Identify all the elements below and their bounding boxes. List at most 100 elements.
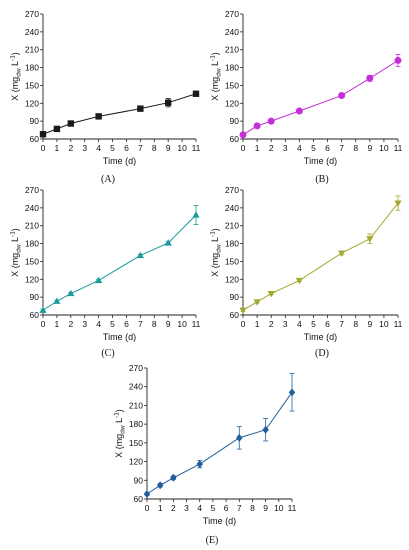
data-point [338, 250, 346, 257]
x-axis-label: Time (d) [304, 332, 337, 342]
x-tick-label: 7 [339, 319, 344, 329]
x-tick-label: 11 [394, 143, 403, 153]
panel-label: (E) [206, 535, 219, 546]
x-tick-label: 5 [311, 319, 316, 329]
y-tick-label: 240 [225, 27, 239, 37]
x-tick-label: 3 [283, 319, 288, 329]
y-tick-label: 240 [25, 203, 39, 213]
y-tick-label: 60 [230, 134, 240, 144]
data-point [196, 460, 203, 469]
x-tick-label: 4 [297, 319, 302, 329]
y-tick-label: 90 [230, 116, 240, 126]
data-point [236, 433, 243, 442]
y-tick-label: 120 [25, 98, 39, 108]
data-point [137, 105, 144, 112]
y-tick-label: 150 [129, 438, 143, 448]
data-point [192, 211, 200, 218]
data-point [394, 56, 402, 64]
chart-panel-0: 60 90 120 150 180 210 240 270 0 1 2 3 4 5 6 7 8 9 10 11 Time… [10, 9, 201, 185]
y-axis-label: X (mgdw L-1) [114, 409, 127, 458]
x-tick-label: 11 [192, 319, 201, 329]
x-tick-label: 2 [269, 143, 274, 153]
x-tick-label: 1 [158, 503, 163, 513]
x-tick-label: 5 [311, 143, 316, 153]
x-tick-label: 0 [145, 503, 150, 513]
y-tick-label: 60 [134, 494, 144, 504]
data-point [295, 277, 303, 285]
data-point [366, 236, 374, 243]
data-point [164, 239, 172, 246]
data-point [136, 251, 144, 259]
x-tick-label: 10 [379, 143, 389, 153]
panel-label: (C) [101, 348, 114, 359]
y-tick-label: 270 [225, 9, 239, 19]
data-point [267, 290, 275, 298]
y-axis-label: X (mgdw L-1) [10, 228, 23, 277]
y-tick-label: 180 [129, 419, 143, 429]
data-point [253, 122, 261, 130]
panel-label: (A) [101, 174, 115, 185]
x-tick-label: 8 [353, 319, 358, 329]
y-tick-label: 90 [230, 292, 240, 302]
data-point [295, 107, 303, 115]
x-tick-label: 2 [269, 319, 274, 329]
series-line [42, 214, 197, 311]
x-tick-label: 1 [255, 319, 260, 329]
x-axis-label: Time (d) [103, 332, 136, 342]
y-tick-label: 90 [134, 475, 144, 485]
data-point [239, 131, 247, 139]
x-tick-label: 4 [96, 319, 101, 329]
x-tick-label: 5 [110, 143, 115, 153]
x-tick-label: 0 [41, 143, 46, 153]
data-point [338, 92, 346, 100]
x-tick-label: 6 [124, 319, 129, 329]
x-tick-label: 3 [82, 319, 87, 329]
x-tick-label: 0 [241, 143, 246, 153]
x-tick-label: 3 [82, 143, 87, 153]
x-tick-label: 2 [68, 143, 73, 153]
x-tick-label: 8 [353, 143, 358, 153]
data-point [262, 425, 269, 434]
y-tick-label: 60 [230, 310, 240, 320]
x-tick-label: 6 [325, 143, 330, 153]
y-tick-label: 270 [25, 185, 39, 195]
y-tick-label: 120 [225, 274, 239, 284]
x-tick-label: 3 [283, 143, 288, 153]
y-tick-label: 90 [30, 292, 40, 302]
x-tick-label: 1 [55, 143, 60, 153]
x-tick-label: 10 [177, 319, 187, 329]
y-tick-label: 120 [225, 98, 239, 108]
panel-label: (B) [315, 174, 328, 185]
x-tick-label: 7 [237, 503, 242, 513]
data-point [156, 481, 164, 490]
chart-panel-3: 60 90 120 150 180 210 240 270 0 1 2 3 4 5 6 7 8 9 10 11 Time… [210, 185, 403, 359]
data-point [288, 388, 296, 397]
series-line [42, 93, 197, 135]
x-tick-label: 8 [152, 319, 157, 329]
y-tick-label: 150 [25, 80, 39, 90]
y-tick-label: 150 [225, 256, 239, 266]
data-point [95, 276, 103, 284]
x-tick-label: 11 [192, 143, 201, 153]
y-axis-label: X (mgdw L-1) [210, 52, 223, 101]
y-tick-label: 210 [25, 45, 39, 55]
x-tick-label: 11 [288, 503, 297, 513]
data-point [39, 306, 47, 313]
x-tick-label: 2 [171, 503, 176, 513]
x-tick-label: 4 [96, 143, 101, 153]
data-point [53, 125, 61, 133]
x-tick-label: 9 [166, 319, 171, 329]
y-tick-label: 150 [225, 80, 239, 90]
y-tick-label: 270 [225, 185, 239, 195]
data-point [67, 120, 75, 127]
x-tick-label: 9 [263, 503, 268, 513]
x-tick-label: 3 [184, 503, 189, 513]
y-tick-label: 120 [129, 457, 143, 467]
y-tick-label: 180 [25, 239, 39, 249]
data-point [239, 307, 247, 315]
chart-panel-2: 60 90 120 150 180 210 240 270 0 1 2 3 4 5 6 7 8 9 10 11 Time… [10, 185, 201, 359]
data-point [67, 289, 75, 297]
x-tick-label: 10 [379, 319, 389, 329]
x-tick-label: 11 [394, 319, 403, 329]
